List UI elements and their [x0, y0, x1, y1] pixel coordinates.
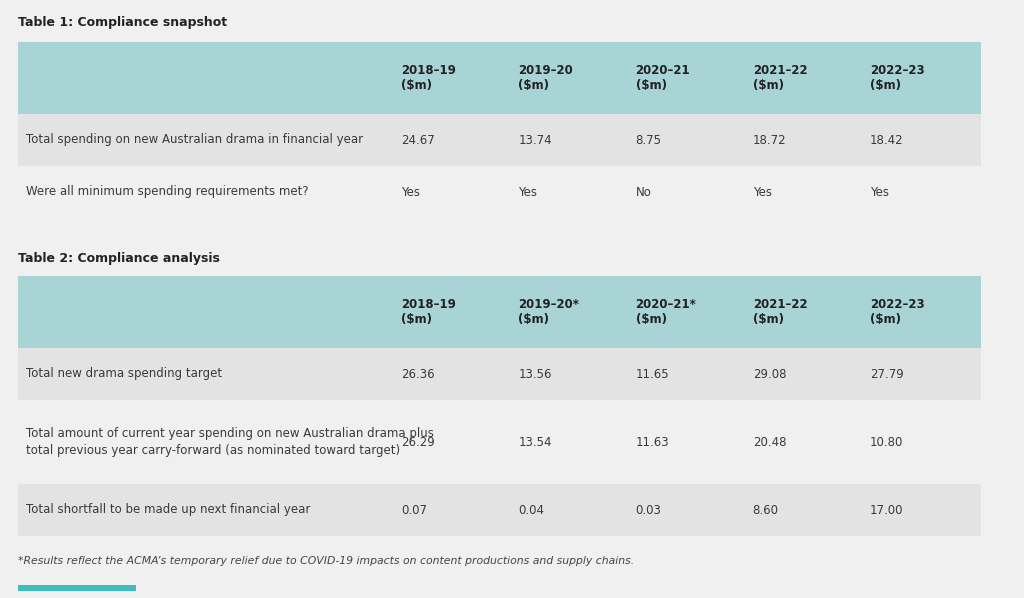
Text: 2020–21*
($m): 2020–21* ($m): [636, 297, 696, 327]
Text: 13.56: 13.56: [518, 368, 552, 380]
Text: 8.75: 8.75: [636, 133, 662, 147]
Text: 10.80: 10.80: [869, 435, 903, 448]
Bar: [18, 484, 981, 536]
Text: Total new drama spending target: Total new drama spending target: [26, 368, 222, 380]
Bar: [18, 166, 981, 218]
Text: Were all minimum spending requirements met?: Were all minimum spending requirements m…: [26, 185, 308, 199]
Text: 2022–23
($m): 2022–23 ($m): [869, 63, 925, 93]
Text: 27.79: 27.79: [869, 368, 903, 380]
Text: 24.67: 24.67: [401, 133, 435, 147]
Text: *Results reflect the ACMA’s temporary relief due to COVID-19 impacts on content : *Results reflect the ACMA’s temporary re…: [18, 556, 634, 566]
Bar: [18, 348, 981, 400]
Text: Yes: Yes: [869, 185, 889, 199]
Text: Total amount of current year spending on new Australian drama plus
total previou: Total amount of current year spending on…: [26, 427, 434, 457]
Text: Table 2: Compliance analysis: Table 2: Compliance analysis: [18, 252, 220, 265]
Text: 18.42: 18.42: [869, 133, 903, 147]
Text: 0.03: 0.03: [636, 504, 662, 517]
Text: Yes: Yes: [753, 185, 772, 199]
Text: 18.72: 18.72: [753, 133, 786, 147]
Bar: [18, 585, 136, 591]
Text: No: No: [636, 185, 651, 199]
Text: 2019–20
($m): 2019–20 ($m): [518, 63, 573, 93]
Text: 26.36: 26.36: [401, 368, 435, 380]
Text: 29.08: 29.08: [753, 368, 786, 380]
Text: 20.48: 20.48: [753, 435, 786, 448]
Text: Yes: Yes: [518, 185, 538, 199]
Text: Yes: Yes: [401, 185, 421, 199]
Bar: [18, 114, 981, 166]
Bar: [18, 400, 981, 484]
Text: Total spending on new Australian drama in financial year: Total spending on new Australian drama i…: [26, 133, 364, 147]
Text: 2020–21
($m): 2020–21 ($m): [636, 63, 690, 93]
Text: 13.74: 13.74: [518, 133, 552, 147]
Text: 26.29: 26.29: [401, 435, 435, 448]
Text: 2019–20*
($m): 2019–20* ($m): [518, 297, 580, 327]
Text: Total shortfall to be made up next financial year: Total shortfall to be made up next finan…: [26, 504, 310, 517]
Text: Table 1: Compliance snapshot: Table 1: Compliance snapshot: [18, 16, 227, 29]
Text: 0.07: 0.07: [401, 504, 427, 517]
Text: 2022–23
($m): 2022–23 ($m): [869, 297, 925, 327]
Text: 11.63: 11.63: [636, 435, 670, 448]
Text: 2018–19
($m): 2018–19 ($m): [401, 63, 457, 93]
Bar: [18, 276, 981, 348]
Text: 11.65: 11.65: [636, 368, 670, 380]
Text: 2021–22
($m): 2021–22 ($m): [753, 63, 807, 93]
Text: 13.54: 13.54: [518, 435, 552, 448]
Text: 17.00: 17.00: [869, 504, 903, 517]
Text: 0.04: 0.04: [518, 504, 545, 517]
Text: 2018–19
($m): 2018–19 ($m): [401, 297, 457, 327]
Text: 2021–22
($m): 2021–22 ($m): [753, 297, 807, 327]
Text: 8.60: 8.60: [753, 504, 778, 517]
Bar: [18, 42, 981, 114]
